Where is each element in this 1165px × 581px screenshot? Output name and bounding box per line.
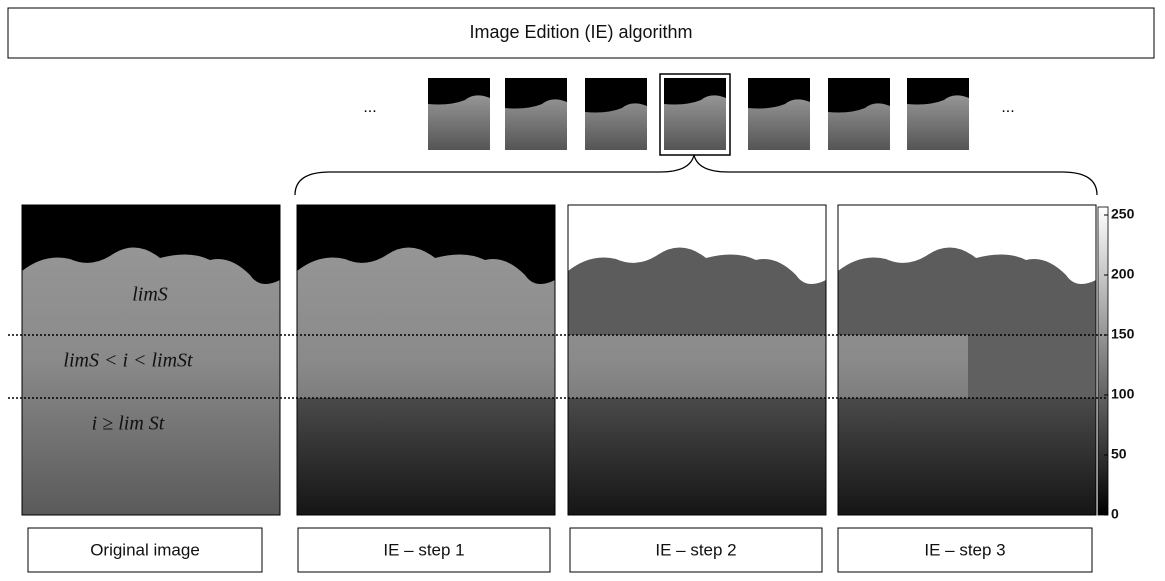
- annotation: limS: [132, 284, 168, 306]
- caption: Original image: [90, 540, 200, 559]
- annotation: limS < i < limSt: [63, 350, 193, 372]
- caption: IE – step 2: [655, 540, 736, 559]
- colorbar-tick-label: 50: [1111, 446, 1127, 462]
- panel-dark-region: [838, 398, 1096, 515]
- colorbar-tick-label: 100: [1111, 386, 1135, 402]
- colorbar-tick-label: 0: [1111, 506, 1119, 522]
- colorbar-ticks: 0 50 100 150 200 250: [1104, 206, 1135, 522]
- captions: Original image IE – step 1 IE – step 2 IE –…: [28, 528, 1092, 572]
- colorbar: [1098, 207, 1108, 515]
- caption: IE – step 3: [924, 540, 1005, 559]
- brace: [295, 155, 1097, 195]
- title: Image Edition (IE) algorithm: [469, 22, 692, 42]
- ellipsis: ...: [363, 99, 376, 116]
- colorbar-tick-label: 150: [1111, 326, 1135, 342]
- annotation: i ≥ lim St: [92, 413, 165, 435]
- colorbar-tick-label: 200: [1111, 266, 1135, 282]
- panel-mid-dark: [968, 335, 1096, 398]
- thumbnail-strip: [428, 74, 969, 155]
- panel-dark-region: [568, 398, 826, 515]
- panel-dark-region: [297, 398, 555, 515]
- caption: IE – step 1: [383, 540, 464, 559]
- figure: Image Edition (IE) algorithm ... ... 0 50…: [0, 0, 1165, 576]
- colorbar-tick-label: 250: [1111, 206, 1135, 222]
- ellipsis: ...: [1001, 99, 1014, 116]
